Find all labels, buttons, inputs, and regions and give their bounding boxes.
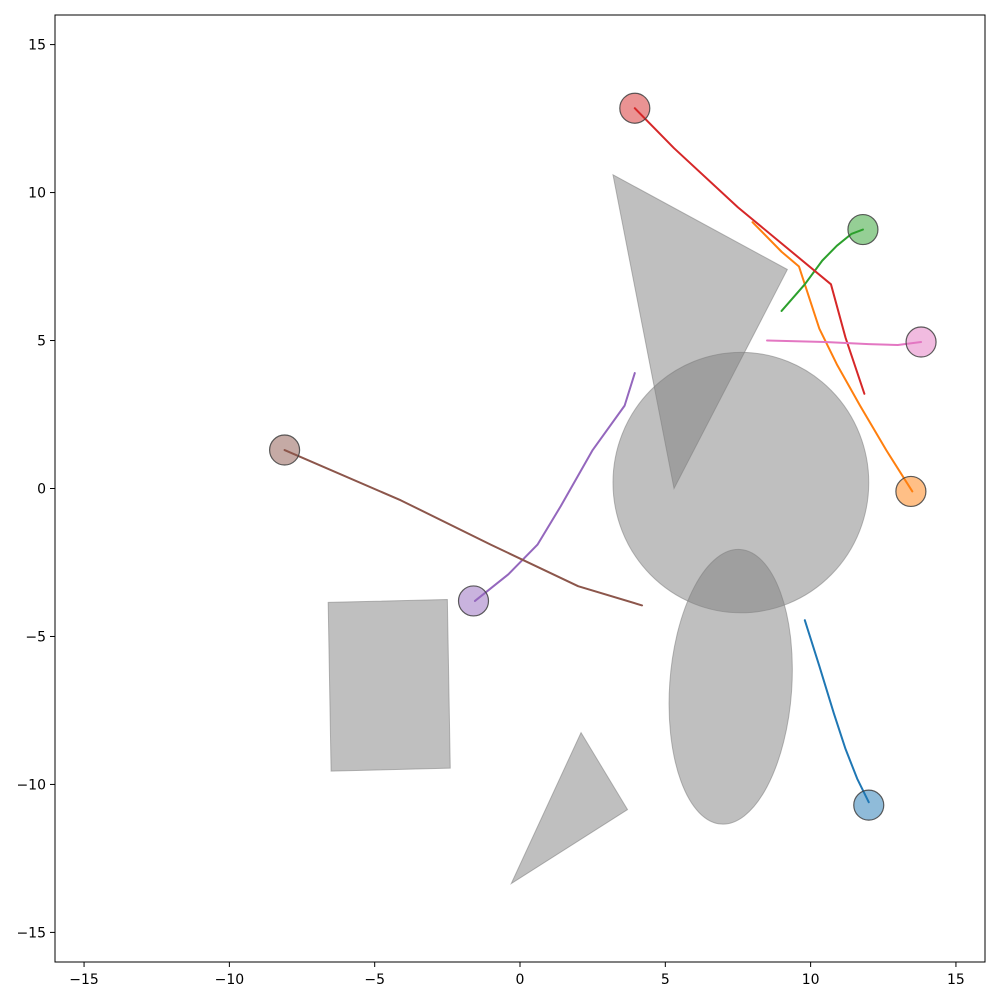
obstacle-ellipse-3 <box>668 548 793 825</box>
trajectory-line-7 <box>766 339 923 346</box>
agent-marker-3 <box>847 213 879 246</box>
agent-marker-layer <box>268 92 937 821</box>
trajectory-line-5 <box>473 372 636 602</box>
y-tick-label: 0 <box>37 482 46 498</box>
obstacle-polygon-4 <box>327 598 451 772</box>
trajectory-layer <box>283 107 923 804</box>
trajectory-line-1 <box>803 619 870 804</box>
y-tick-label: −15 <box>16 925 46 941</box>
agent-marker-2 <box>895 475 927 508</box>
y-tick-label: 5 <box>37 334 46 350</box>
x-tick-label: 0 <box>516 972 525 988</box>
trajectory-line-4 <box>633 107 866 395</box>
x-axis-ticks: −15 −10 −5 0 5 10 15 <box>69 962 965 988</box>
x-tick-label: 10 <box>802 972 820 988</box>
agent-marker-5 <box>457 585 490 617</box>
agent-marker-4 <box>619 92 651 124</box>
x-tick-label: −5 <box>364 972 385 988</box>
y-tick-label: −10 <box>16 777 46 793</box>
agent-marker-6 <box>268 434 301 466</box>
x-tick-label: 15 <box>947 972 965 988</box>
agent-marker-7 <box>905 326 937 358</box>
trajectory-line-2 <box>751 221 914 493</box>
obstacle-polygon-5 <box>510 731 629 885</box>
x-tick-label: −10 <box>215 972 245 988</box>
y-tick-label: 10 <box>28 186 46 202</box>
y-tick-label: −5 <box>25 629 46 645</box>
agent-marker-1 <box>853 789 885 821</box>
x-tick-label: 5 <box>661 972 670 988</box>
y-tick-label: 15 <box>28 38 46 54</box>
x-tick-label: −15 <box>69 972 99 988</box>
y-axis-ticks: −15 −10 −5 0 5 10 15 <box>16 38 55 941</box>
trajectory-line-6 <box>283 449 644 607</box>
obstacle-layer <box>327 173 870 885</box>
